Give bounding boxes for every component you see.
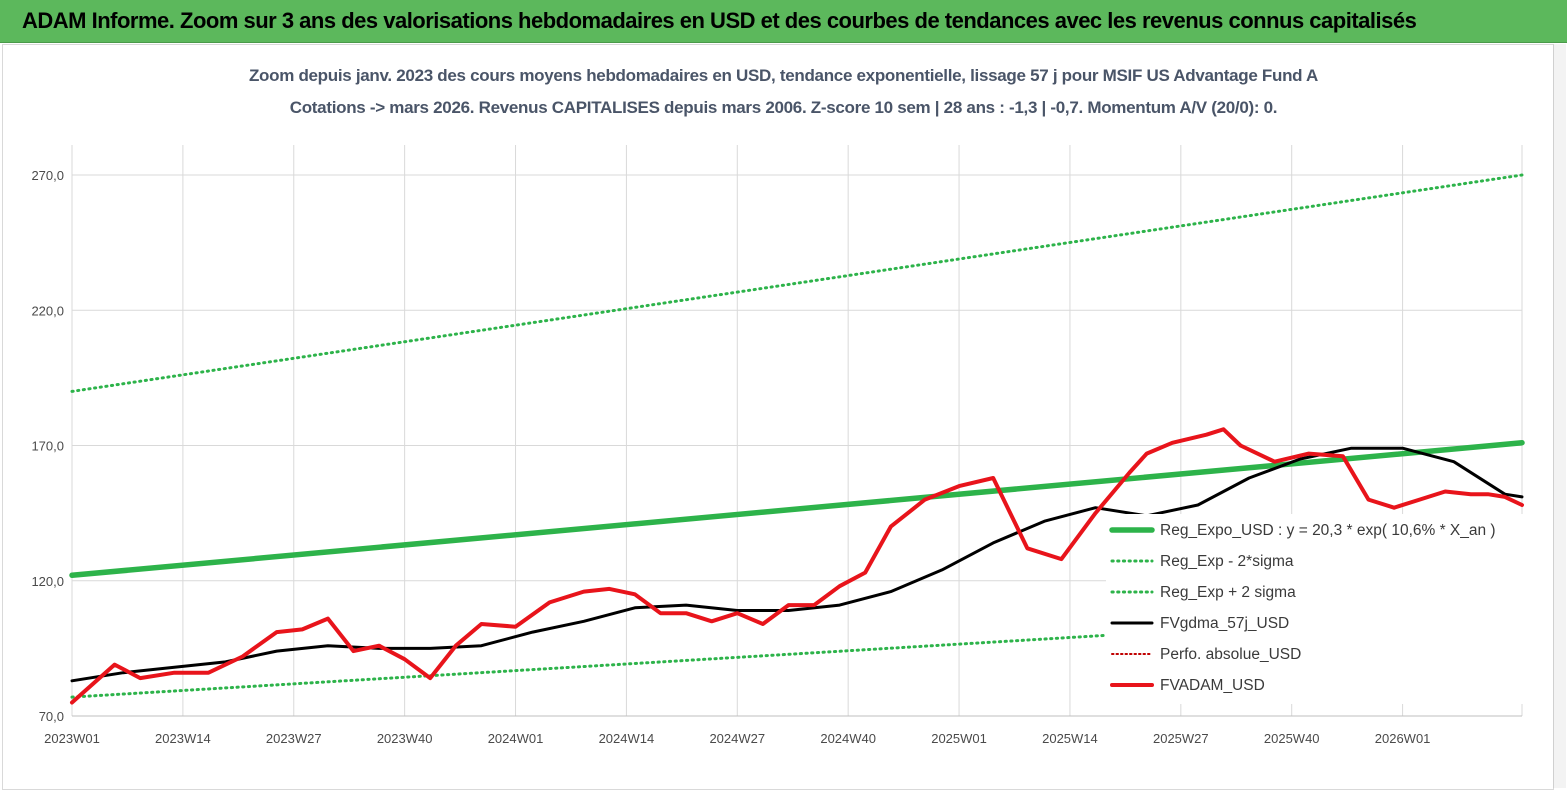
- chart-subtitle: Cotations -> mars 2026. Revenus CAPITALI…: [289, 98, 1278, 117]
- legend-item-label: FVgdma_57j_USD: [1160, 615, 1289, 632]
- x-tick-label: 2023W01: [44, 731, 100, 746]
- series-fvadam-usd: [70, 427, 1524, 705]
- x-tick-label: 2024W14: [599, 731, 655, 746]
- y-tick-label: 270,0: [31, 168, 64, 183]
- legend: Reg_Expo_USD : y = 20,3 * exp( 10,6% * X…: [1106, 514, 1526, 704]
- scrollbar-edge: [1553, 44, 1566, 788]
- x-tick-label: 2023W14: [155, 731, 211, 746]
- x-tick-label: 2025W14: [1042, 731, 1098, 746]
- x-tick-label: 2026W01: [1375, 731, 1431, 746]
- y-tick-label: 70,0: [39, 709, 64, 724]
- y-tick-label: 220,0: [31, 303, 64, 318]
- y-tick-label: 120,0: [31, 574, 64, 589]
- series-fvgdma-57j-usd: [70, 446, 1524, 683]
- x-tick-label: 2024W27: [709, 731, 765, 746]
- x-tick-label: 2023W27: [266, 731, 322, 746]
- legend-background: [1106, 514, 1526, 704]
- series-reg-exp-plus-2sigma: [70, 173, 1524, 393]
- legend-item-label: Reg_Exp + 2 sigma: [1160, 584, 1296, 601]
- series-layer: [69, 173, 1525, 705]
- chart-title: Zoom depuis janv. 2023 des cours moyens …: [248, 66, 1319, 85]
- legend-item-label: FVADAM_USD: [1160, 677, 1265, 694]
- page-title: ADAM Informe. Zoom sur 3 ans des valoris…: [22, 8, 1417, 33]
- x-tick-label: 2024W40: [820, 731, 876, 746]
- header-bar: ADAM Informe. Zoom sur 3 ans des valoris…: [0, 0, 1567, 43]
- x-tick-label: 2025W40: [1264, 731, 1320, 746]
- legend-item-label: Perfo. absolue_USD: [1160, 646, 1301, 663]
- axis-layer: 70,0 120,0 170,0 220,0 270,0 2023W01 2023W14 20…: [31, 168, 1522, 746]
- x-tick-label: 2025W01: [931, 731, 987, 746]
- x-tick-label: 2025W27: [1153, 731, 1209, 746]
- y-tick-label: 170,0: [31, 439, 64, 454]
- legend-item-label: Reg_Expo_USD : y = 20,3 * exp( 10,6% * X…: [1160, 522, 1496, 539]
- x-tick-label: 2023W40: [377, 731, 433, 746]
- x-tick-label: 2024W01: [488, 731, 544, 746]
- legend-item-label: Reg_Exp - 2*sigma: [1160, 553, 1294, 570]
